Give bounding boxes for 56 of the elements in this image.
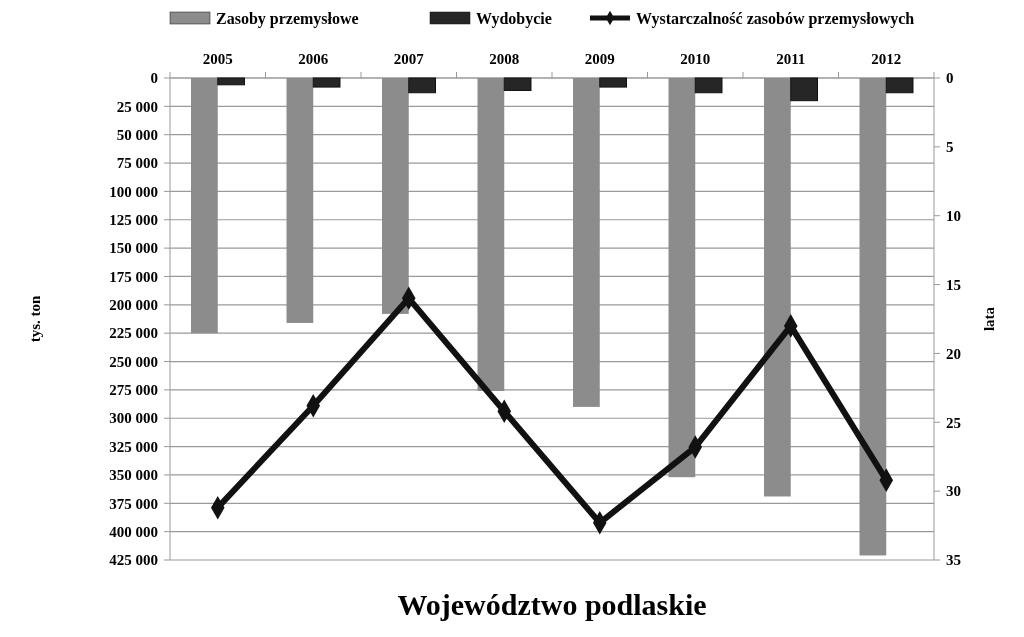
bar [286,78,314,323]
y-tick-label: 125 000 [109,212,158,229]
y2-tick-label: 5 [946,139,954,156]
bar [885,77,914,94]
x-tick-label: 2010 [680,51,711,67]
y-tick-label: 300 000 [109,410,158,427]
y-tick-label: 375 000 [109,495,158,512]
text: Województwo podlaskie [397,588,707,621]
bar [668,78,696,478]
bar [764,78,791,497]
x-tick-label: 2012 [871,51,902,67]
bar [599,77,627,88]
y-tick-label: 175 000 [109,268,158,285]
y-tick-label: 350 000 [109,467,158,484]
y2-tick-label: 35 [946,552,961,569]
y-tick-label: 50 000 [116,126,158,143]
bar [312,77,341,88]
y2-tick-label: 0 [946,70,954,87]
bar [503,77,532,91]
x-tick-label: 2007 [393,51,425,67]
legend-label: Wystarczalność zasobów przemysłowych [636,9,915,28]
y-tick-label: 400 000 [109,523,158,540]
bar [217,77,245,86]
x-tick-label: 2005 [202,51,233,67]
y-tick-label: 225 000 [109,325,158,342]
x-tick-label: 2009 [584,51,615,67]
y-tick-label: 0 [150,70,158,87]
y-tick-label: 25 000 [116,98,158,115]
y-tick-label: 325 000 [109,438,158,455]
bar [790,77,818,102]
bar [694,77,723,94]
y-tick-label: 150 000 [109,240,158,257]
y2-tick-label: 25 [946,414,961,431]
y2-tick-label: 20 [946,345,961,362]
bar [859,78,887,556]
bar [191,78,218,334]
y-axis-title: tys. ton [27,295,43,343]
x-tick-label: 2011 [776,51,806,67]
bar [408,77,436,94]
y-tick-label: 100 000 [109,183,158,200]
x-tick-label: 2006 [298,51,329,67]
bar [477,78,505,392]
y-tick-label: 250 000 [109,353,158,370]
legend-label: Wydobycie [476,9,552,28]
bar [382,78,409,314]
y2-tick-label: 10 [946,207,961,224]
y2-tick-label: 15 [946,276,961,293]
y-tick-label: 425 000 [109,552,158,569]
y2-tick-label: 30 [946,483,961,500]
x-tick-label: 2008 [489,51,520,67]
bar [573,78,600,407]
y-tick-label: 75 000 [116,155,158,172]
legend-label: Zasoby przemysłowe [216,9,359,28]
y2-axis-title: lata [981,306,997,332]
y-tick-label: 200 000 [109,297,158,314]
y-tick-label: 275 000 [109,382,158,399]
